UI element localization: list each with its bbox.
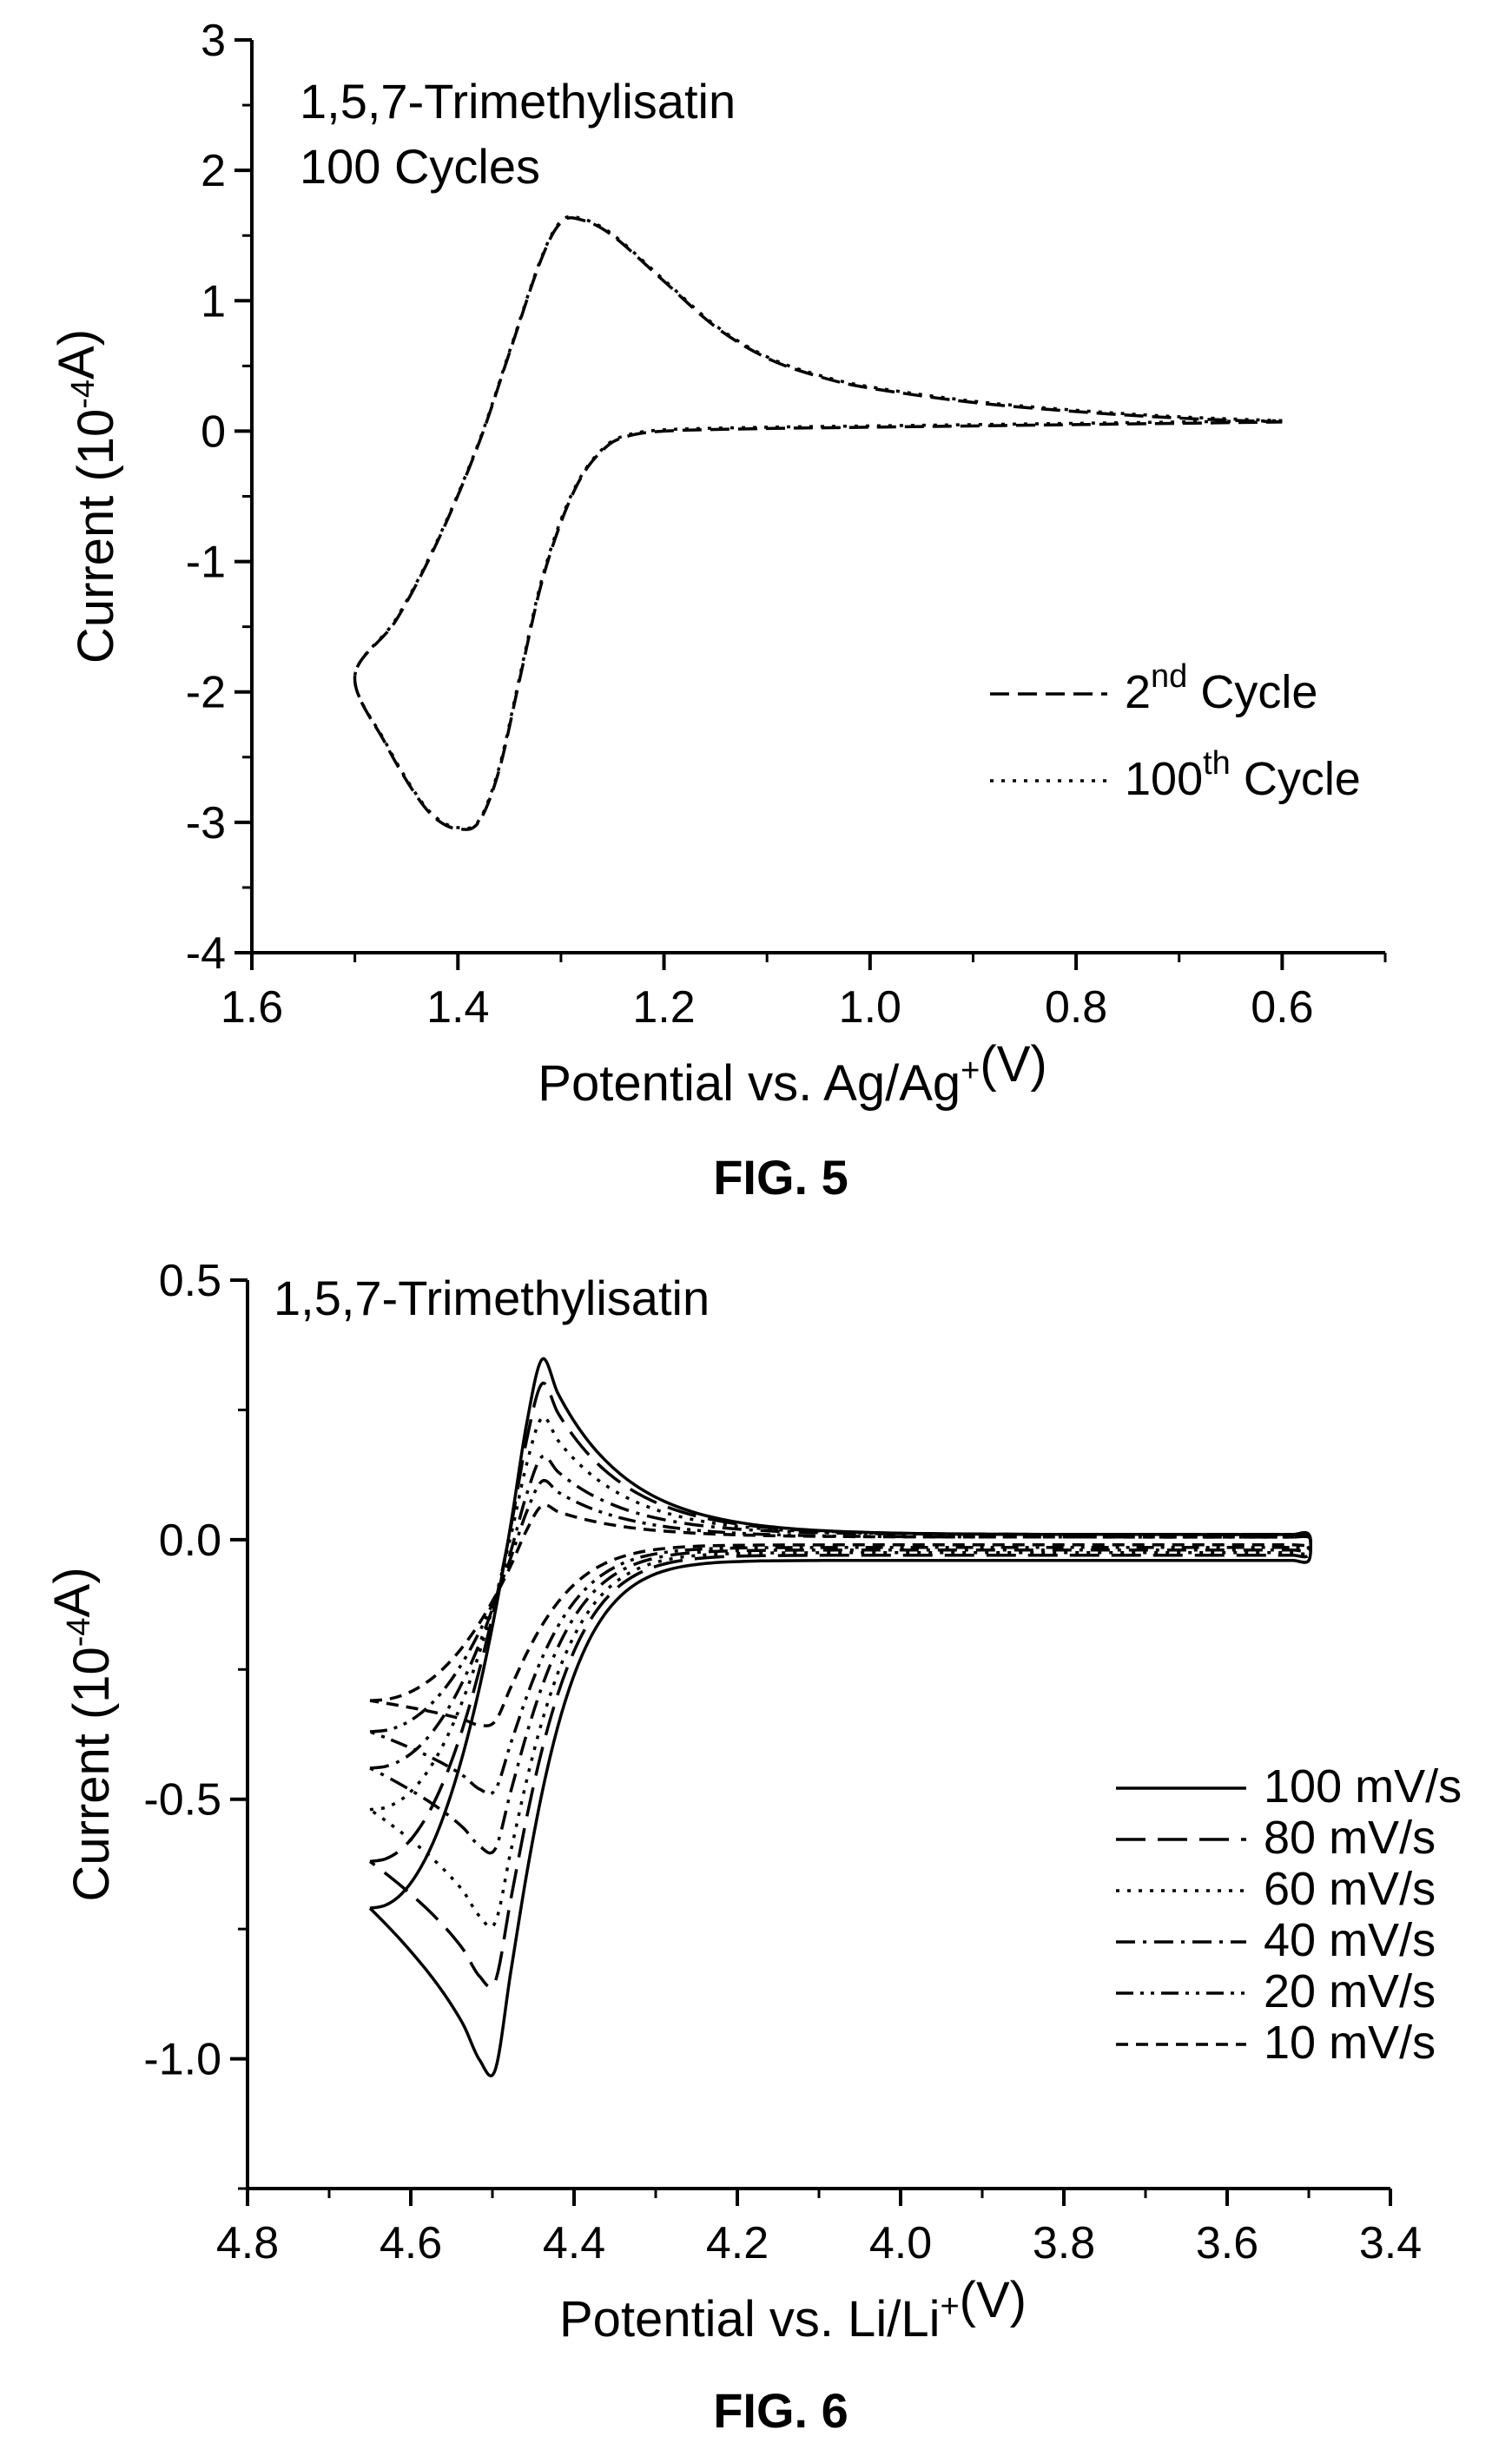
y-tick-label: 3 [201, 16, 226, 66]
x-tick-label: 1.6 [221, 982, 283, 1033]
y-tick-label: 2 [201, 146, 226, 196]
y-tick-label: 0 [201, 406, 226, 457]
chart-title: 1,5,7-Trimethylisatin [300, 74, 736, 129]
series-line-4 [369, 1454, 1312, 1855]
y-tick-label: -1 [186, 538, 226, 588]
x-tick-label: 0.8 [1045, 982, 1107, 1033]
legend-label: 10 mV/s [1264, 2017, 1436, 2069]
legend-label: 40 mV/s [1264, 1914, 1436, 1966]
series-line-3 [368, 1416, 1312, 1929]
x-tick-label: 4.6 [380, 2218, 442, 2268]
legend-label: 20 mV/s [1264, 1965, 1436, 2017]
y-tick-label: -4 [186, 928, 226, 979]
x-tick-label: 3.6 [1196, 2218, 1258, 2268]
y-axis-title: Current (10-4A) [49, 329, 124, 664]
x-tick-label: 4.8 [216, 2218, 279, 2268]
y-tick-label: 1 [201, 276, 226, 327]
x-tick-label: 1.2 [632, 982, 695, 1033]
x-tick-label: 4.4 [543, 2218, 605, 2268]
series-line-1 [368, 1357, 1312, 2077]
x-axis-title: Potential vs. Li/Li+(V) [559, 2272, 1027, 2347]
x-tick-label: 1.4 [426, 982, 489, 1033]
legend-label: 100th Cycle [1125, 745, 1361, 805]
y-tick-label: 0.5 [159, 1256, 221, 1306]
series-line-2 [368, 1381, 1312, 1989]
y-axis-title: Current (10-4A) [44, 1567, 120, 1901]
figure-caption: FIG. 6 [713, 2383, 848, 2438]
legend-label: 60 mV/s [1264, 1863, 1436, 1915]
y-tick-label: 0.0 [159, 1515, 221, 1566]
y-tick-label: -2 [186, 668, 226, 718]
series-line-6 [369, 1502, 1312, 1727]
y-tick-label: -3 [186, 798, 226, 849]
y-tick-label: -1.0 [143, 2035, 221, 2085]
x-axis-title: Potential vs. Ag/Ag+(V) [538, 1036, 1047, 1112]
x-tick-label: 0.6 [1251, 982, 1313, 1033]
figure-caption: FIG. 5 [713, 1150, 848, 1205]
x-tick-label: 1.0 [839, 982, 901, 1033]
chart-1: 1.6 1.4 1.2 1.0 0.8 0.6 3 2 1 0 -1 -2 -3 -4 Potential … [49, 16, 1387, 1205]
legend-label: 2nd Cycle [1125, 658, 1317, 718]
legend-label: 100 mV/s [1264, 1760, 1462, 1813]
x-tick-label: 4.2 [706, 2218, 769, 2268]
legend-label: 80 mV/s [1264, 1812, 1436, 1864]
series-line-1 [353, 216, 1283, 831]
x-tick-label: 4.0 [869, 2218, 932, 2268]
chart-title: 1,5,7-Trimethylisatin [274, 1271, 710, 1325]
series-line-2 [353, 215, 1283, 830]
y-tick-label: -0.5 [143, 1775, 221, 1826]
x-tick-label: 3.8 [1033, 2218, 1095, 2268]
x-tick-label: 3.4 [1359, 2218, 1422, 2268]
chart-2: 4.8 4.6 4.4 4.2 4.0 3.8 3.6 3.4 0.5 0.0 -0.5 -1.0 Po… [44, 1256, 1462, 2438]
chart-subtitle: 100 Cycles [300, 139, 540, 194]
axis-lines [246, 1280, 1390, 2190]
